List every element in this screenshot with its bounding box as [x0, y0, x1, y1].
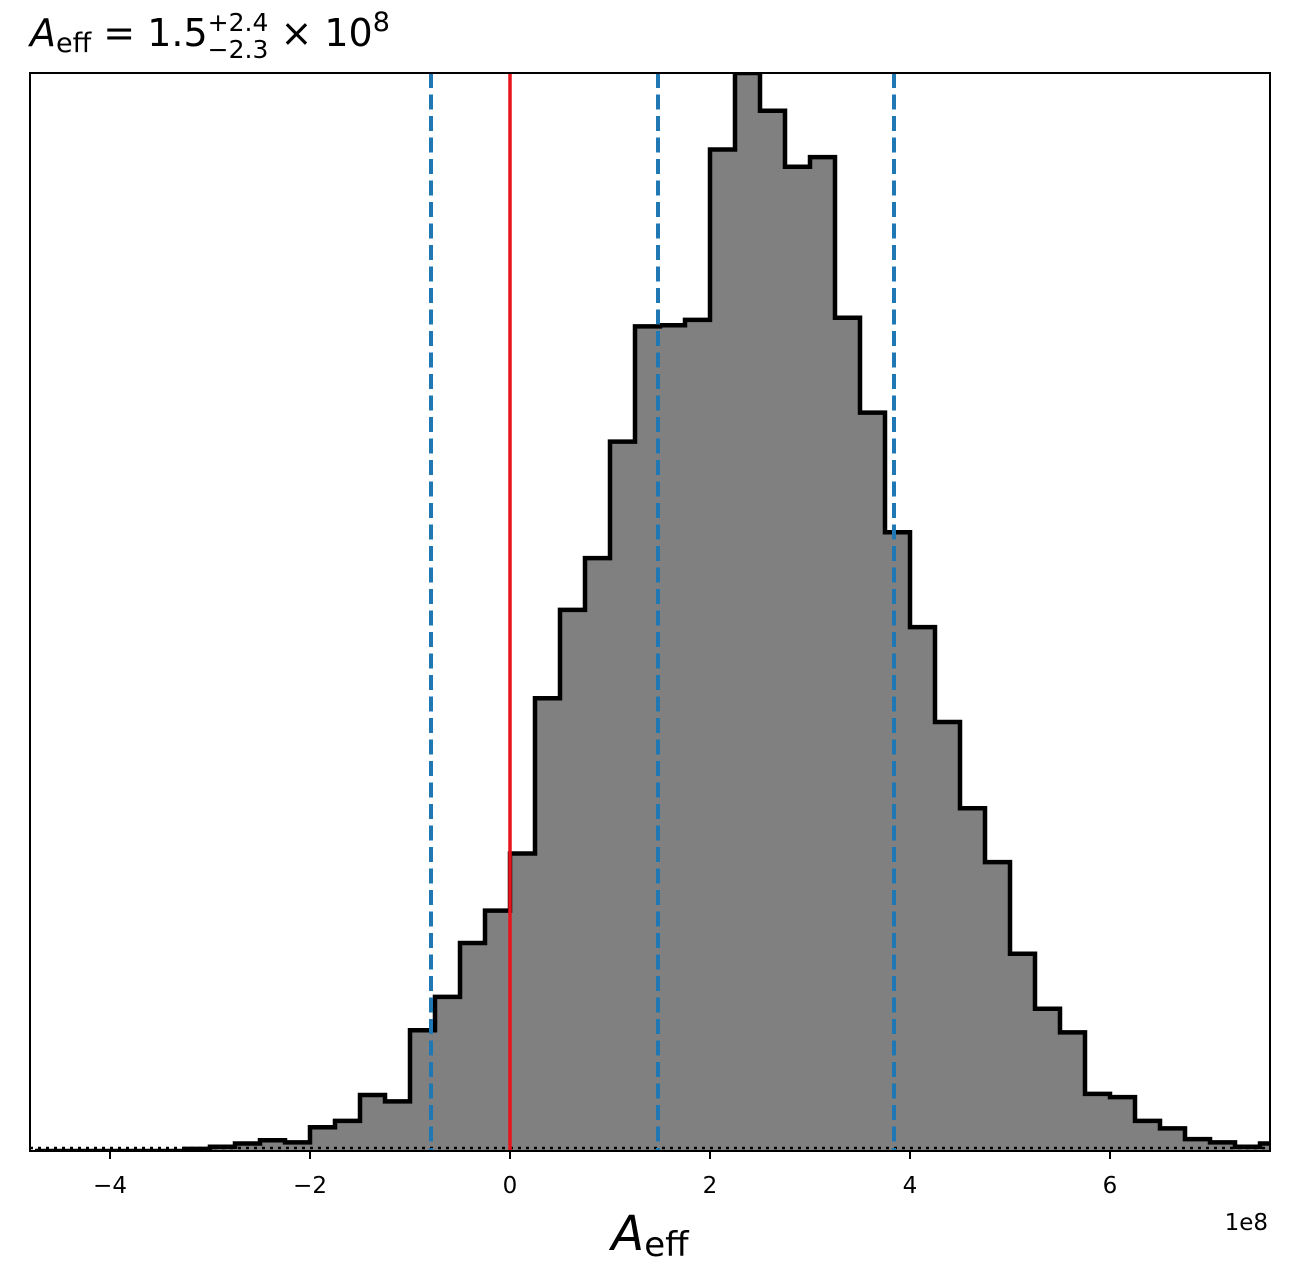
histogram-bar: [460, 942, 486, 1151]
histogram-bar: [385, 1101, 411, 1151]
histogram-bar: [985, 862, 1011, 1151]
histogram-bar: [885, 532, 911, 1151]
xlabel-symbol: A: [608, 1206, 644, 1262]
histogram-bar: [1010, 953, 1036, 1151]
title-times: × 10: [268, 11, 372, 55]
histogram-bar: [510, 853, 536, 1151]
histogram-bar: [360, 1094, 386, 1151]
histogram-bar: [910, 627, 936, 1151]
histogram-bar: [585, 558, 611, 1151]
histogram-bar: [835, 317, 861, 1151]
title-subscript: eff: [56, 28, 93, 59]
x-tick-label: −4: [93, 1173, 127, 1199]
histogram-outline: [35, 73, 1270, 1151]
title-lower-error: −2.3: [208, 35, 269, 64]
histogram-bar: [1135, 1120, 1161, 1151]
histogram-bar: [710, 149, 736, 1151]
histogram-bar: [1060, 1032, 1086, 1151]
histogram-bar: [1160, 1128, 1186, 1151]
histogram-bar: [810, 157, 836, 1151]
plot-area: [29, 72, 1289, 1152]
histogram-bar: [560, 609, 586, 1151]
histogram-bar: [860, 412, 886, 1151]
histogram-bar: [1110, 1097, 1136, 1151]
axes-frame: [29, 72, 1271, 1152]
x-tick-label: 6: [1103, 1173, 1118, 1199]
reference-lines: [429, 73, 896, 1151]
x-axis-ticks: −4 −2 0 2 4 6: [93, 1151, 1117, 1199]
title-equals: =: [91, 11, 147, 55]
histogram-bar: [960, 808, 986, 1151]
title-exponent: 8: [373, 7, 390, 38]
histogram-bar: [435, 996, 461, 1151]
title-value: 1.5: [147, 11, 207, 55]
histogram-bar: [935, 721, 961, 1151]
histogram-bar: [260, 1140, 286, 1151]
histogram-bar: [760, 110, 786, 1151]
histogram-bars: [185, 73, 1289, 1151]
x-tick-label: 4: [903, 1173, 918, 1199]
histogram-bar: [660, 325, 686, 1151]
histogram-bar: [535, 698, 561, 1151]
histogram-bar: [1185, 1139, 1211, 1151]
histogram-bar: [1285, 1149, 1289, 1151]
x-tick-label: 2: [703, 1173, 718, 1199]
xlabel-subscript: eff: [644, 1225, 690, 1265]
title-upper-error: +2.4: [208, 8, 269, 37]
histogram-bar: [335, 1120, 361, 1151]
chart-title: Aeff = 1.5+2.4 −2.3 × 108: [27, 7, 390, 64]
histogram-bar: [1035, 1008, 1061, 1151]
x-axis-label: Aeff: [608, 1206, 690, 1265]
histogram-bar: [785, 166, 811, 1151]
x-offset-label: 1e8: [1225, 1210, 1268, 1236]
histogram-bar: [610, 441, 636, 1151]
x-tick-label: 0: [503, 1173, 518, 1199]
histogram-bar: [285, 1142, 311, 1151]
title-symbol: A: [27, 11, 56, 55]
histogram-bar: [685, 319, 711, 1151]
histogram-bar: [485, 910, 511, 1151]
histogram-bar: [735, 73, 761, 1151]
x-tick-label: −2: [293, 1173, 327, 1199]
histogram-bar: [310, 1127, 336, 1151]
histogram-bar: [1085, 1093, 1111, 1151]
histogram-bar: [1210, 1142, 1236, 1151]
